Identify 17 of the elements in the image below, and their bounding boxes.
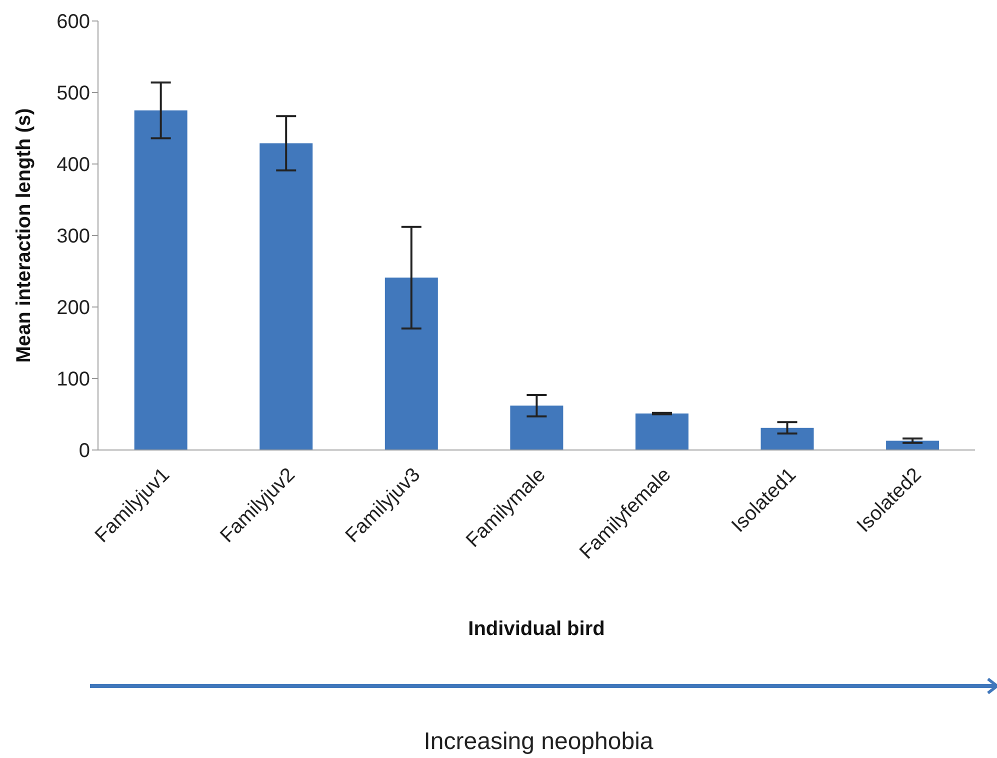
y-tick-label: 300: [56, 226, 90, 248]
y-tick-label: 400: [56, 154, 90, 176]
y-tick-label: 0: [78, 440, 90, 462]
y-tick-label: 500: [56, 82, 90, 105]
text: Increasing neophobia: [422, 728, 654, 756]
bar: [635, 414, 688, 450]
bar: [260, 143, 313, 450]
bar: [134, 110, 188, 450]
y-tick-label: 200: [56, 297, 90, 320]
y-tick-label: 100: [56, 368, 90, 391]
bar: [760, 428, 814, 450]
x-axis-title: Individual bird: [468, 618, 605, 640]
y-tick-label: 600: [56, 11, 90, 34]
bar: [510, 406, 564, 450]
bar: [886, 440, 940, 450]
bar: [384, 278, 438, 450]
y-axis-title: Mean interaction length (s): [13, 108, 36, 363]
